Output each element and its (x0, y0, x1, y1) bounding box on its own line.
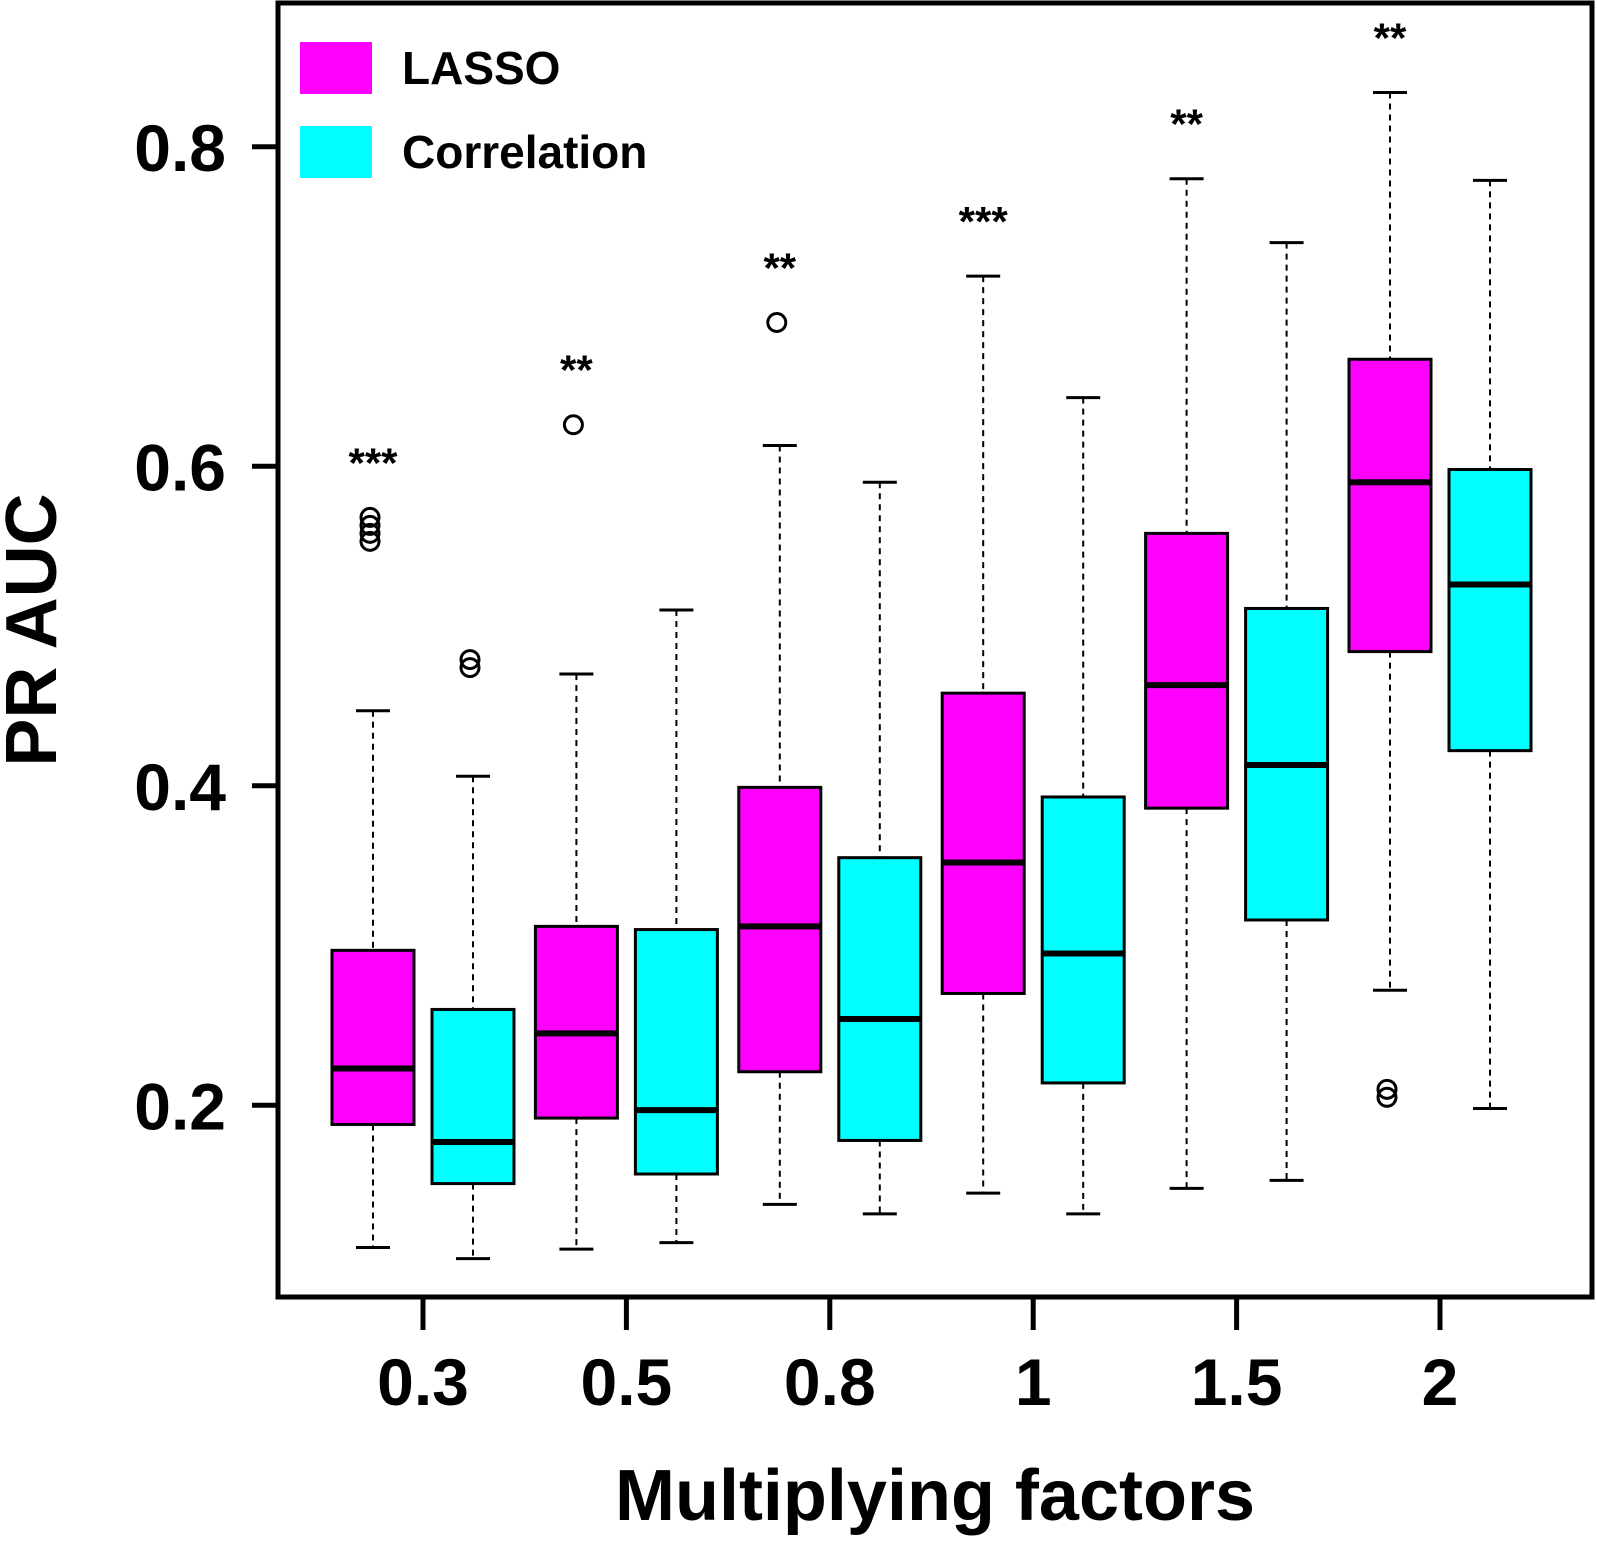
sig-marker-3: *** (959, 198, 1009, 245)
legend-swatch-lasso (300, 42, 372, 94)
box-body (330, 948, 416, 1126)
sig-marker-0: *** (348, 439, 398, 486)
legend-swatch-correlation (300, 126, 372, 178)
box-body (1347, 357, 1433, 654)
box-correlation-1 (633, 608, 719, 1245)
outlier-0 (459, 657, 481, 679)
box-body (1040, 795, 1126, 1085)
box-lasso-4 (1144, 177, 1230, 1190)
box-lasso-3 (940, 274, 1026, 1195)
outlier-1 (1376, 1078, 1398, 1100)
x-axis: 0.3 0.5 0.8 1 1.5 2 (377, 1297, 1458, 1419)
outlier-1 (459, 649, 481, 671)
box-lasso-0 (330, 506, 416, 1249)
sig-marker-4: ** (1170, 101, 1203, 148)
legend: LASSO Correlation (300, 42, 647, 178)
x-tick-label-0: 0.3 (377, 1345, 469, 1419)
y-tick-label-3: 0.8 (134, 111, 226, 185)
x-tick-label-4: 1.5 (1191, 1345, 1283, 1419)
y-tick-label-1: 0.4 (134, 750, 226, 824)
box-correlation-4 (1244, 241, 1330, 1182)
box-correlation-2 (837, 480, 923, 1216)
significance-markers: ************** (348, 14, 1407, 486)
box-body (940, 691, 1026, 995)
box-correlation-5 (1447, 178, 1533, 1110)
legend-label-lasso: LASSO (402, 42, 560, 94)
plot-frame (275, 0, 1595, 1300)
box-correlation-3 (1040, 396, 1126, 1216)
box-body (737, 785, 823, 1074)
outlier-0 (1376, 1086, 1398, 1108)
box-body (837, 856, 923, 1142)
box-lasso-1 (533, 414, 619, 1251)
legend-label-correlation: Correlation (402, 126, 647, 178)
boxes (330, 90, 1533, 1261)
box-body (533, 924, 619, 1120)
outlier-3 (359, 506, 381, 528)
sig-marker-2: ** (763, 245, 796, 292)
box-lasso-2 (737, 312, 823, 1206)
box-body (1447, 467, 1533, 753)
box-body (430, 1007, 516, 1186)
x-tick-label-1: 0.5 (581, 1345, 673, 1419)
y-axis-title: PR AUC (0, 493, 72, 766)
box-body (1144, 531, 1230, 810)
outlier-0 (562, 414, 584, 436)
box-body (633, 928, 719, 1176)
box-correlation-0 (430, 649, 516, 1261)
sig-marker-1: ** (560, 347, 593, 394)
box-lasso-5 (1347, 90, 1433, 1108)
outlier-2 (359, 514, 381, 536)
x-axis-title: Multiplying factors (615, 1456, 1255, 1536)
y-tick-label-2: 0.6 (134, 430, 226, 504)
outlier-0 (359, 530, 381, 552)
x-tick-label-5: 2 (1422, 1345, 1459, 1419)
x-tick-label-3: 1 (1015, 1345, 1052, 1419)
outlier-1 (359, 522, 381, 544)
y-tick-label-0: 0.2 (134, 1069, 226, 1143)
x-tick-label-2: 0.8 (784, 1345, 876, 1419)
y-axis: 0.2 0.4 0.6 0.8 (134, 111, 278, 1143)
outlier-0 (766, 312, 788, 334)
sig-marker-5: ** (1374, 14, 1407, 61)
